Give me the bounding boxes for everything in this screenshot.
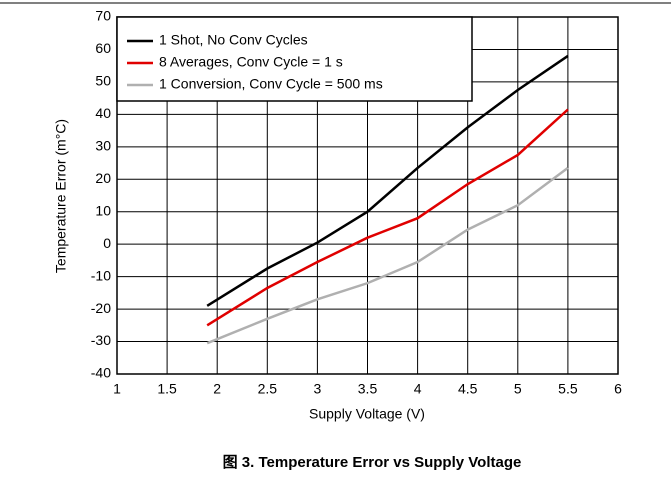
y-tick-label: 60 [95, 40, 111, 56]
y-tick-label: 0 [103, 235, 111, 251]
y-tick-label: 50 [95, 73, 111, 89]
x-tick-label: 3.5 [358, 381, 378, 397]
x-tick-label: 3 [314, 381, 322, 397]
x-tick-label: 2 [213, 381, 221, 397]
legend-box [116, 16, 473, 102]
x-tick-label: 5.5 [558, 381, 578, 397]
legend-label: 1 Conversion, Conv Cycle = 500 ms [159, 76, 383, 92]
x-tick-label: 1.5 [157, 381, 177, 397]
x-tick-label: 5 [514, 381, 522, 397]
x-tick-label: 6 [614, 381, 622, 397]
y-tick-label: 10 [95, 202, 111, 218]
x-tick-label: 1 [113, 381, 121, 397]
y-tick-label: 40 [95, 105, 111, 121]
x-tick-label: 4.5 [458, 381, 478, 397]
y-tick-label: -40 [91, 365, 111, 381]
series-line [206, 166, 569, 345]
y-tick-label: -20 [91, 300, 111, 316]
x-tick-label: 2.5 [258, 381, 278, 397]
x-axis-label: Supply Voltage (V) [309, 406, 425, 422]
y-tick-label: -10 [91, 267, 111, 283]
x-tick-label: 4 [414, 381, 422, 397]
caption: 图 3. Temperature Error vs Supply Voltage [223, 454, 522, 471]
series-line [206, 108, 569, 327]
y-tick-label: -30 [91, 332, 111, 348]
y-tick-label: 30 [95, 138, 111, 154]
legend-label: 8 Averages, Conv Cycle = 1 s [159, 54, 343, 70]
y-axis-label: Temperature Error (m°C) [53, 119, 69, 273]
series-line [206, 54, 569, 307]
y-tick-label: 70 [95, 8, 111, 24]
y-tick-label: 20 [95, 170, 111, 186]
legend-label: 1 Shot, No Conv Cycles [159, 32, 308, 48]
